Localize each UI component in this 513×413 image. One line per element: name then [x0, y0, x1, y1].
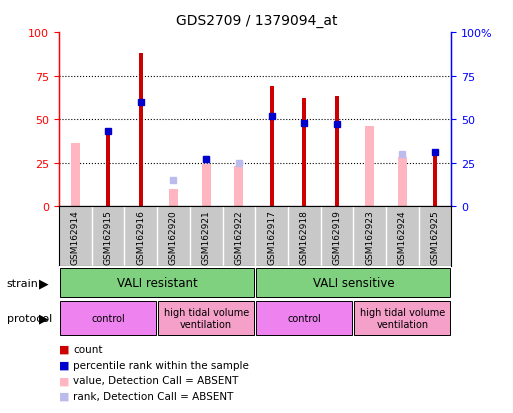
Bar [106, 132, 110, 206]
Bar [158, 301, 254, 335]
Text: GSM162920: GSM162920 [169, 209, 178, 264]
Text: ■: ■ [59, 375, 69, 385]
Text: ■: ■ [59, 360, 69, 370]
Text: GSM162921: GSM162921 [202, 209, 211, 264]
Text: ▶: ▶ [39, 276, 48, 290]
Bar [60, 301, 156, 335]
Bar [256, 301, 352, 335]
Text: ▶: ▶ [39, 311, 48, 325]
Bar [139, 54, 143, 206]
Text: percentile rank within the sample: percentile rank within the sample [73, 360, 249, 370]
Bar [60, 268, 254, 298]
Text: GSM162917: GSM162917 [267, 209, 276, 264]
Text: rank, Detection Call = ABSENT: rank, Detection Call = ABSENT [73, 391, 234, 401]
Bar [71, 144, 80, 206]
Text: control: control [287, 313, 321, 323]
Text: control: control [91, 313, 125, 323]
Text: value, Detection Call = ABSENT: value, Detection Call = ABSENT [73, 375, 239, 385]
Bar [256, 268, 450, 298]
Text: ■: ■ [59, 344, 69, 354]
Text: GSM162914: GSM162914 [71, 209, 80, 264]
Text: strain: strain [7, 278, 38, 288]
Text: ■: ■ [59, 391, 69, 401]
Text: GSM162923: GSM162923 [365, 209, 374, 264]
Text: count: count [73, 344, 103, 354]
Text: high tidal volume
ventilation: high tidal volume ventilation [360, 307, 445, 329]
Text: GSM162918: GSM162918 [300, 209, 309, 264]
Bar [398, 158, 407, 206]
Bar [270, 87, 273, 206]
Bar [365, 127, 374, 206]
Text: GSM162919: GSM162919 [332, 209, 342, 264]
Bar [202, 165, 211, 206]
Text: VALI resistant: VALI resistant [117, 276, 198, 290]
Text: GDS2709 / 1379094_at: GDS2709 / 1379094_at [176, 14, 337, 28]
Text: GSM162916: GSM162916 [136, 209, 145, 264]
Text: GSM162924: GSM162924 [398, 209, 407, 264]
Bar [302, 99, 306, 206]
Bar [169, 189, 178, 206]
Text: VALI sensitive: VALI sensitive [312, 276, 394, 290]
Bar [234, 166, 244, 206]
Text: GSM162915: GSM162915 [104, 209, 112, 264]
Text: GSM162922: GSM162922 [234, 209, 243, 264]
Text: GSM162925: GSM162925 [430, 209, 440, 264]
Bar [354, 301, 450, 335]
Text: high tidal volume
ventilation: high tidal volume ventilation [164, 307, 249, 329]
Text: protocol: protocol [7, 313, 52, 323]
Bar [433, 153, 437, 206]
Bar [335, 97, 339, 206]
